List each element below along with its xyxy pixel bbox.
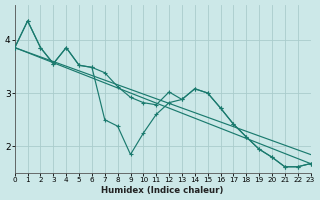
X-axis label: Humidex (Indice chaleur): Humidex (Indice chaleur) [101, 186, 224, 195]
